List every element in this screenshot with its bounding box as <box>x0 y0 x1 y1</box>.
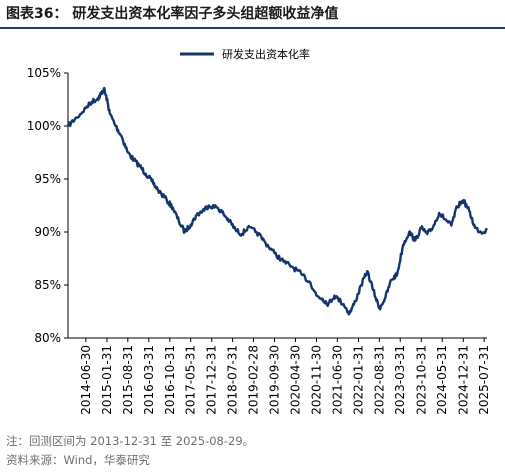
figure-label: 图表36： <box>6 6 68 22</box>
legend-label: 研发支出资本化率 <box>222 47 310 61</box>
figure-title: 图表36： 研发支出资本化率因子多头组超额收益净值 <box>6 3 338 23</box>
x-tick-label: 2024-12-31 <box>456 345 470 415</box>
x-tick-label: 2022-08-31 <box>372 345 386 415</box>
x-axis: 2014-06-30 2015-01-31 2015-08-31 2016-03-31… <box>68 337 491 415</box>
x-tick-label: 2016-10-31 <box>163 345 177 415</box>
x-tick-label: 2018-07-31 <box>226 345 240 415</box>
x-tick-label: 2017-12-31 <box>205 345 219 415</box>
x-tick-label: 2021-06-30 <box>330 345 344 415</box>
backtest-range-note: 注：回测区间为 2013-12-31 至 2025-08-29。 <box>6 434 255 448</box>
x-tick-label: 2020-11-30 <box>310 345 324 415</box>
y-tick-label: 105% <box>27 66 61 80</box>
x-tick-label: 2019-02-28 <box>246 345 260 415</box>
x-tick-label: 2015-08-31 <box>121 345 135 415</box>
x-tick-label: 2023-10-31 <box>414 345 428 415</box>
chart: 研发支出资本化率 80% 85% 90% 95% 100% 105% 2014-06-30… <box>27 47 491 415</box>
title-divider <box>0 27 505 29</box>
y-tick-label: 85% <box>34 278 61 292</box>
y-axis: 80% 85% 90% 95% 100% 105% <box>27 66 69 345</box>
y-tick-label: 80% <box>34 331 61 345</box>
x-tick-label: 2017-05-31 <box>184 345 198 415</box>
series-line <box>66 86 488 316</box>
x-tick-label: 2023-03-31 <box>393 345 407 415</box>
x-tick-label: 2016-03-31 <box>142 345 156 415</box>
x-tick-label: 2019-09-30 <box>267 345 281 415</box>
y-tick-label: 90% <box>34 225 61 239</box>
figure-title-text: 研发支出资本化率因子多头组超额收益净值 <box>72 6 339 22</box>
x-tick-label: 2015-01-31 <box>100 345 114 415</box>
x-tick-label: 2020-04-30 <box>288 345 302 415</box>
x-tick-label: 2024-05-31 <box>435 345 449 415</box>
x-tick-label: 2022-01-31 <box>352 345 366 415</box>
y-tick-label: 100% <box>27 119 61 133</box>
legend: 研发支出资本化率 <box>180 47 310 61</box>
x-tick-label: 2014-06-30 <box>79 345 93 415</box>
y-tick-label: 95% <box>34 172 61 186</box>
x-tick-label: 2025-07-31 <box>477 345 491 415</box>
source-note: 资料来源：Wind，华泰研究 <box>6 453 150 467</box>
series-layer <box>66 86 488 316</box>
